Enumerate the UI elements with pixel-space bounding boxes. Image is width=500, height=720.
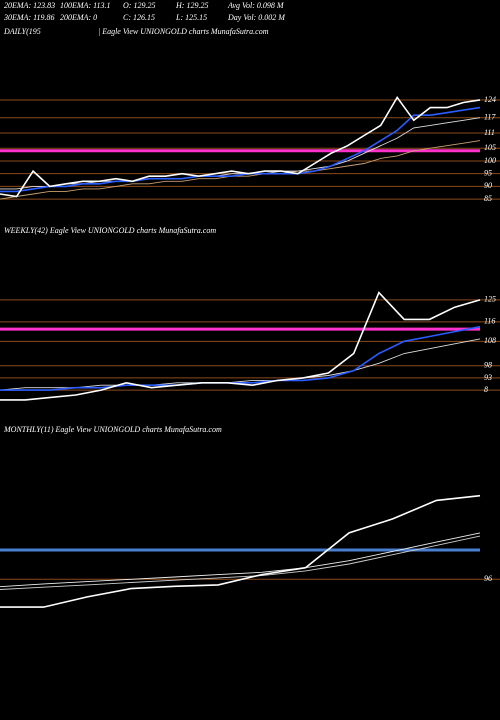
indicator: 30EMA: 119.86 bbox=[3, 13, 55, 22]
indicator: 20EMA: 123.83 bbox=[4, 1, 55, 10]
y-tick-label: 85 bbox=[484, 194, 492, 203]
y-tick-label: 116 bbox=[484, 317, 495, 326]
series-line bbox=[0, 532, 481, 588]
indicator: 100EMA: 113.1 bbox=[60, 1, 111, 10]
y-tick-label: 95 bbox=[484, 168, 492, 177]
period-label: DAILY(195 bbox=[3, 27, 41, 36]
indicator: H: 129.25 bbox=[175, 1, 208, 10]
y-tick-label: 117 bbox=[484, 113, 496, 122]
indicator: Avg Vol: 0.098 M bbox=[227, 1, 285, 10]
indicator: L: 125.15 bbox=[175, 13, 207, 22]
series-line bbox=[0, 106, 481, 193]
period-label: MONTHLY(11) Eagle View UNIONGOLD charts … bbox=[3, 425, 222, 434]
y-tick-label: 96 bbox=[484, 574, 492, 583]
series-line bbox=[0, 535, 481, 590]
y-tick-label: 98 bbox=[484, 361, 492, 370]
series-line bbox=[0, 291, 481, 401]
y-tick-label: 8 bbox=[484, 385, 488, 394]
series-line bbox=[0, 325, 481, 391]
y-tick-label: 100 bbox=[484, 156, 496, 165]
y-tick-label: 108 bbox=[484, 336, 496, 345]
source-label: | Eagle View UNIONGOLD charts MunafaSutr… bbox=[98, 27, 269, 36]
y-tick-label: 90 bbox=[484, 181, 492, 190]
series-line bbox=[0, 140, 481, 200]
y-tick-label: 111 bbox=[484, 128, 495, 137]
indicator: O: 129.25 bbox=[123, 1, 155, 10]
y-tick-label: 93 bbox=[484, 373, 492, 382]
indicator: 200EMA: 0 bbox=[60, 13, 97, 22]
y-tick-label: 105 bbox=[484, 143, 496, 152]
indicator: Day Vol: 0.002 M bbox=[227, 13, 286, 22]
period-label: WEEKLY(42) Eagle View UNIONGOLD charts M… bbox=[4, 226, 216, 235]
series-line bbox=[0, 95, 481, 198]
y-tick-label: 125 bbox=[484, 295, 496, 304]
series-line bbox=[0, 494, 481, 608]
indicator: C: 126.15 bbox=[123, 13, 155, 22]
y-tick-label: 124 bbox=[484, 95, 496, 104]
